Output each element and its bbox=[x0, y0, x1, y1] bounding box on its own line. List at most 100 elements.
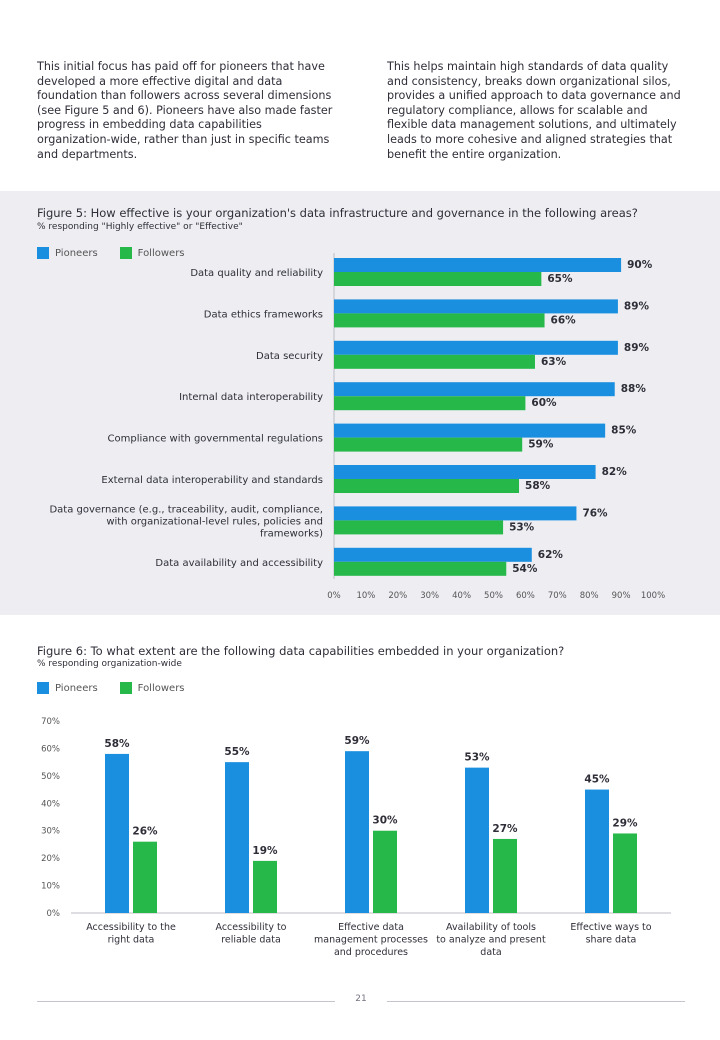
bar-pioneers-availability-of-tools-to-analyze-and-pre bbox=[465, 767, 489, 913]
bar-followers-accessibility-to-the-right-data bbox=[133, 841, 157, 913]
value-label-followers-external-data-interoperability-and-stand: 58% bbox=[525, 480, 551, 492]
bar-pioneers-data-governance-e-g-traceability-audit-c bbox=[334, 506, 577, 521]
intro-right-paragraph: This helps maintain high standards of da… bbox=[387, 60, 681, 161]
value-label-pioneers-internal-data-interoperability: 88% bbox=[621, 383, 647, 395]
bar-followers-availability-of-tools-to-analyze-and-pre bbox=[493, 838, 517, 913]
x-tick-label: 0% bbox=[327, 591, 341, 601]
figure-5-chart: Data quality and reliability 90% 65% Data e… bbox=[49, 253, 665, 601]
value-label-pioneers-data-security: 89% bbox=[624, 342, 650, 354]
bar-followers-data-ethics-frameworks bbox=[334, 313, 545, 328]
value-label-pioneers-data-availability-and-accessibility: 62% bbox=[538, 549, 564, 561]
x-tick-label: 20% bbox=[388, 591, 407, 601]
value-label-pioneers-data-ethics-frameworks: 89% bbox=[624, 300, 650, 312]
value-label-followers-compliance-with-governmental-regulations: 59% bbox=[528, 439, 554, 451]
x-tick-label: 30% bbox=[420, 591, 439, 601]
category-label-data-ethics-frameworks: Data ethics frameworks bbox=[204, 309, 323, 320]
y-tick-label: 0% bbox=[47, 909, 61, 919]
y-tick-label: 30% bbox=[41, 827, 60, 837]
bar-pioneers-data-security bbox=[334, 340, 618, 355]
category-label-data-governance-e-g-traceability-audit-c: Data governance (e.g., traceability, aud… bbox=[49, 504, 323, 539]
bar-followers-compliance-with-governmental-regulations bbox=[334, 437, 523, 452]
bar-pioneers-accessibility-to-the-right-data bbox=[105, 753, 129, 913]
page-number: 21 bbox=[355, 994, 367, 1004]
category-label-internal-data-interoperability: Internal data interoperability bbox=[179, 392, 323, 403]
value-label-pioneers-external-data-interoperability-and-stand: 82% bbox=[602, 466, 628, 478]
bar-followers-data-quality-and-reliability bbox=[334, 272, 542, 286]
category-label-compliance-with-governmental-regulations: Compliance with governmental regulations bbox=[108, 434, 323, 445]
bar-followers-accessibility-to-reliable-data bbox=[253, 860, 277, 913]
legend-pioneers: Pioneers bbox=[37, 247, 98, 259]
bar-followers-effective-ways-to-share-data bbox=[613, 833, 637, 913]
value-label-pioneers-data-quality-and-reliability: 90% bbox=[627, 259, 653, 271]
bar-pioneers-effective-ways-to-share-data bbox=[585, 789, 609, 913]
value-label-followers-data-governance-e-g-traceability-audit-c: 53% bbox=[509, 521, 535, 533]
x-tick-label: 10% bbox=[356, 591, 375, 601]
figure-6-subtitle: % responding organization-wide bbox=[37, 659, 182, 669]
y-tick-label: 20% bbox=[41, 854, 60, 864]
bar-followers-effective-data-management-processes-and- bbox=[373, 830, 397, 913]
y-tick-label: 60% bbox=[41, 744, 60, 754]
x-tick-label: 80% bbox=[580, 591, 599, 601]
legend-pioneers: Pioneers bbox=[37, 682, 98, 694]
legend-label-followers: Followers bbox=[137, 682, 185, 694]
footer-rule-left bbox=[37, 1001, 335, 1002]
y-tick-label: 70% bbox=[41, 717, 60, 727]
legend-swatch-followers bbox=[119, 247, 132, 259]
page-footer: 21 bbox=[37, 994, 685, 1008]
bar-followers-internal-data-interoperability bbox=[334, 396, 526, 411]
figure-5-title: Figure 5: How effective is your organiza… bbox=[37, 206, 638, 220]
figure-5-subtitle: % responding "Highly effective" or "Effe… bbox=[37, 222, 243, 232]
x-tick-label: 50% bbox=[484, 591, 503, 601]
y-tick-label: 10% bbox=[41, 882, 60, 892]
figure-5-panel: Figure 5: How effective is your organiza… bbox=[0, 191, 720, 615]
bar-pioneers-compliance-with-governmental-regulations bbox=[334, 423, 606, 438]
category-label-accessibility-to-reliable-data: Accessibility to reliable data bbox=[215, 922, 286, 946]
footer-rule-right bbox=[387, 1001, 685, 1002]
x-tick-label: 90% bbox=[612, 591, 631, 601]
x-tick-label: 60% bbox=[516, 591, 535, 601]
value-label-pioneers-data-governance-e-g-traceability-audit-c: 76% bbox=[582, 507, 608, 519]
legend-label-pioneers: Pioneers bbox=[55, 247, 98, 259]
value-label-pioneers-accessibility-to-reliable-data: 55% bbox=[224, 746, 250, 758]
value-label-followers-effective-ways-to-share-data: 29% bbox=[612, 817, 638, 829]
bar-pioneers-accessibility-to-reliable-data bbox=[225, 762, 249, 913]
legend-label-followers: Followers bbox=[137, 247, 185, 259]
value-label-pioneers-availability-of-tools-to-analyze-and-pre: 53% bbox=[464, 752, 490, 764]
value-label-followers-data-quality-and-reliability: 65% bbox=[547, 273, 573, 285]
bar-pioneers-effective-data-management-processes-and- bbox=[345, 751, 369, 913]
bar-pioneers-data-quality-and-reliability bbox=[334, 258, 622, 272]
value-label-pioneers-effective-data-management-processes-and-: 59% bbox=[344, 735, 370, 747]
value-label-followers-effective-data-management-processes-and-: 30% bbox=[372, 815, 398, 827]
bar-pioneers-internal-data-interoperability bbox=[334, 382, 615, 397]
legend-followers: Followers bbox=[119, 247, 185, 259]
bar-followers-data-availability-and-accessibility bbox=[334, 561, 507, 576]
figure-6-title: Figure 6: To what extent are the followi… bbox=[37, 644, 565, 658]
legend-swatch-followers bbox=[119, 682, 132, 694]
value-label-followers-accessibility-to-the-right-data: 26% bbox=[132, 826, 158, 838]
value-label-followers-internal-data-interoperability: 60% bbox=[531, 397, 557, 409]
legend-swatch-pioneers bbox=[37, 682, 49, 694]
category-label-data-availability-and-accessibility: Data availability and accessibility bbox=[155, 558, 323, 569]
category-label-effective-ways-to-share-data: Effective ways to share data bbox=[570, 922, 651, 946]
figure-6-legend: Pioneers Followers bbox=[37, 682, 207, 694]
intro-text: This initial focus has paid off for pion… bbox=[37, 60, 687, 162]
legend-swatch-pioneers bbox=[37, 247, 49, 259]
category-label-external-data-interoperability-and-stand: External data interoperability and stand… bbox=[101, 475, 323, 486]
figure-5-legend: Pioneers Followers bbox=[37, 247, 207, 259]
figure-6-chart: 0% 10% 20% 30% 40% 50% 60% 70% 58% 26% Accessibili… bbox=[41, 717, 671, 958]
value-label-pioneers-compliance-with-governmental-regulations: 85% bbox=[611, 425, 637, 437]
x-tick-label: 70% bbox=[548, 591, 567, 601]
category-label-effective-data-management-processes-and-: Effective data management processes and pr… bbox=[314, 922, 428, 958]
category-label-data-quality-and-reliability: Data quality and reliability bbox=[190, 268, 323, 279]
value-label-followers-accessibility-to-reliable-data: 19% bbox=[252, 845, 278, 857]
value-label-followers-data-security: 63% bbox=[541, 356, 567, 368]
bar-pioneers-data-ethics-frameworks bbox=[334, 299, 618, 314]
value-label-pioneers-effective-ways-to-share-data: 45% bbox=[584, 774, 610, 786]
bar-followers-external-data-interoperability-and-stand bbox=[334, 479, 520, 493]
category-label-accessibility-to-the-right-data: Accessibility to the right data bbox=[86, 922, 176, 946]
value-label-followers-availability-of-tools-to-analyze-and-pre: 27% bbox=[492, 823, 518, 835]
value-label-pioneers-accessibility-to-the-right-data: 58% bbox=[104, 738, 130, 750]
x-tick-label: 100% bbox=[641, 591, 665, 601]
bar-pioneers-data-availability-and-accessibility bbox=[334, 547, 532, 562]
legend-followers: Followers bbox=[119, 682, 185, 694]
